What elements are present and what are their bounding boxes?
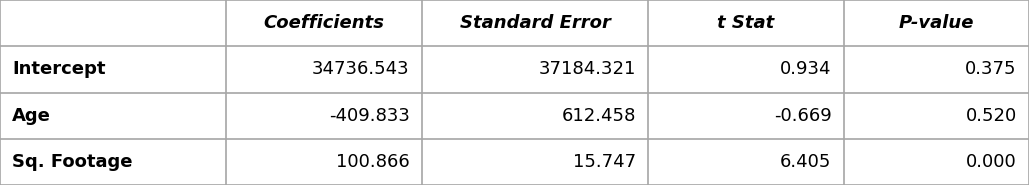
Text: Age: Age xyxy=(12,107,51,125)
Text: P-value: P-value xyxy=(898,14,974,32)
Text: Coefficients: Coefficients xyxy=(263,14,385,32)
Bar xyxy=(844,0,1029,46)
Text: 0.520: 0.520 xyxy=(965,107,1017,125)
Bar xyxy=(226,0,422,46)
Bar xyxy=(226,46,422,92)
Bar xyxy=(0,92,226,139)
Bar xyxy=(648,46,844,92)
Bar xyxy=(0,139,226,185)
Bar xyxy=(422,139,648,185)
Text: 100.866: 100.866 xyxy=(335,153,410,171)
Bar xyxy=(422,46,648,92)
Bar xyxy=(844,92,1029,139)
Text: 37184.321: 37184.321 xyxy=(538,60,636,78)
Text: Standard Error: Standard Error xyxy=(460,14,610,32)
Text: 0.000: 0.000 xyxy=(966,153,1017,171)
Bar xyxy=(648,0,844,46)
Text: Sq. Footage: Sq. Footage xyxy=(12,153,133,171)
Text: 34736.543: 34736.543 xyxy=(312,60,410,78)
Text: 6.405: 6.405 xyxy=(780,153,831,171)
Bar xyxy=(844,139,1029,185)
Bar xyxy=(226,139,422,185)
Text: 15.747: 15.747 xyxy=(573,153,636,171)
Bar xyxy=(422,92,648,139)
Text: -0.669: -0.669 xyxy=(774,107,831,125)
Bar xyxy=(226,92,422,139)
Text: Intercept: Intercept xyxy=(12,60,106,78)
Text: 612.458: 612.458 xyxy=(562,107,636,125)
Text: 0.375: 0.375 xyxy=(965,60,1017,78)
Bar xyxy=(422,0,648,46)
Text: -409.833: -409.833 xyxy=(328,107,410,125)
Bar xyxy=(0,0,226,46)
Bar xyxy=(648,92,844,139)
Bar xyxy=(648,139,844,185)
Text: t Stat: t Stat xyxy=(717,14,775,32)
Bar xyxy=(844,46,1029,92)
Text: 0.934: 0.934 xyxy=(780,60,831,78)
Bar xyxy=(0,46,226,92)
